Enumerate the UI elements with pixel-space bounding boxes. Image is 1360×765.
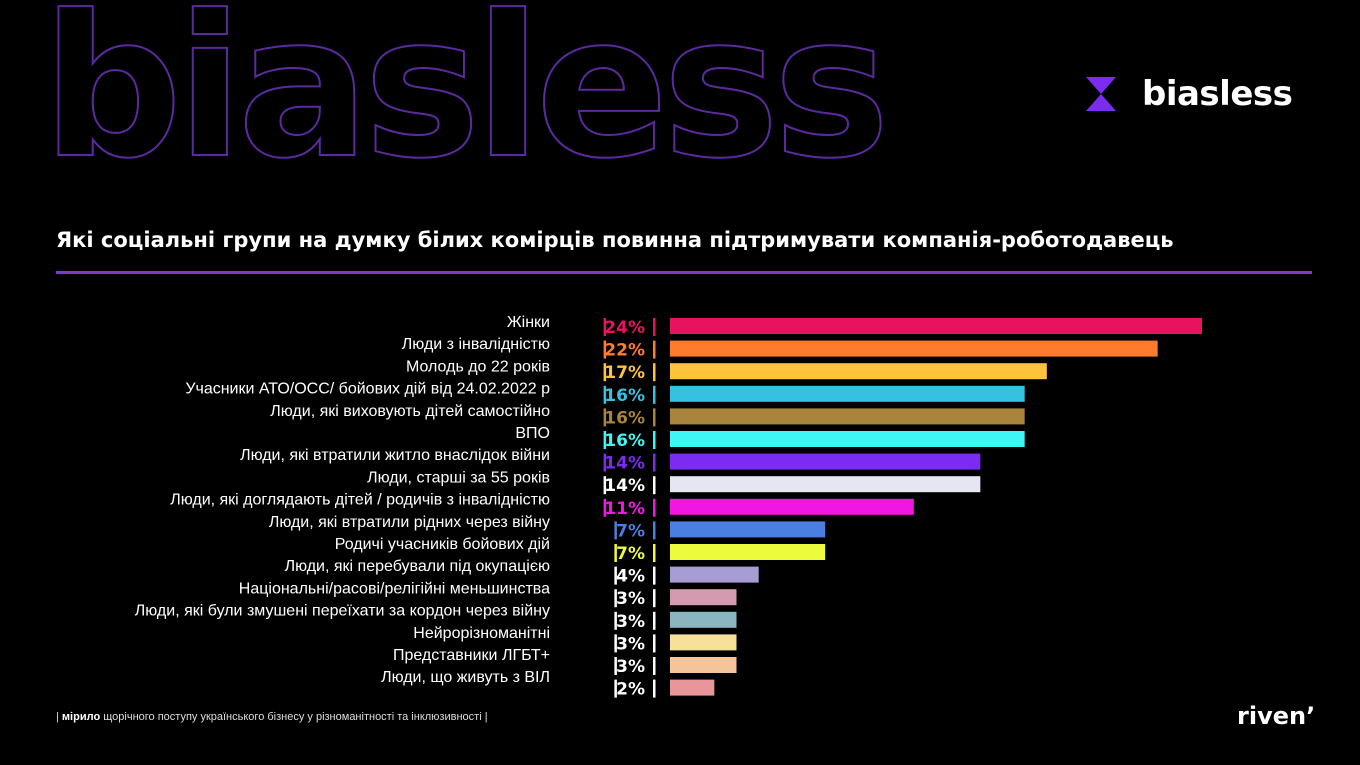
value-label: 16% bbox=[604, 431, 645, 451]
value-label: 7% bbox=[616, 521, 645, 541]
bar bbox=[670, 453, 981, 470]
value-pipe-left bbox=[614, 544, 617, 562]
category-label: Жінки bbox=[507, 314, 550, 331]
bar bbox=[670, 544, 826, 560]
value-label: 7% bbox=[616, 544, 645, 564]
category-label: Люди, які доглядають дітей / родичів з і… bbox=[170, 492, 550, 509]
logo-text: biasless bbox=[1142, 74, 1293, 114]
value-pipe-right bbox=[653, 408, 656, 427]
bar bbox=[670, 566, 759, 583]
value-pipe-left bbox=[603, 498, 607, 517]
value-pipe-right bbox=[653, 521, 656, 540]
value-label: 17% bbox=[604, 363, 645, 383]
value-pipe-right bbox=[653, 611, 656, 630]
category-label: ВПО bbox=[515, 425, 550, 442]
value-pipe-left bbox=[603, 385, 607, 404]
value-pipe-right bbox=[653, 679, 656, 698]
value-pipe-left bbox=[603, 408, 607, 427]
bar bbox=[670, 476, 981, 493]
value-pipe-right bbox=[653, 385, 656, 404]
value-label: 14% bbox=[604, 476, 645, 496]
category-label: Родичі учасників бойових дій bbox=[335, 536, 550, 553]
category-label: Люди, старші за 55 років bbox=[367, 469, 550, 486]
value-label: 22% bbox=[604, 341, 645, 361]
value-pipe-left bbox=[614, 679, 617, 698]
bar bbox=[670, 589, 737, 606]
value-pipe-left bbox=[614, 611, 617, 630]
category-label: Учасники АТО/ОСС/ бойових дій від 24.02.… bbox=[185, 381, 550, 398]
category-label: Люди, які виховують дітей самостійно bbox=[270, 403, 550, 420]
value-label: 11% bbox=[604, 499, 645, 519]
value-pipe-left bbox=[603, 431, 607, 449]
bar bbox=[670, 408, 1025, 425]
value-pipe-right bbox=[653, 476, 656, 495]
bar bbox=[670, 611, 737, 628]
value-pipe-left bbox=[614, 634, 617, 653]
value-pipe-right bbox=[653, 363, 656, 382]
category-label: Люди, які перебували під окупацією bbox=[285, 558, 550, 575]
value-pipe-left bbox=[603, 318, 607, 336]
bar bbox=[670, 634, 737, 651]
footer-note: | мірило щорічного поступу українського … bbox=[56, 711, 488, 723]
value-label: 3% bbox=[616, 657, 645, 677]
category-label: Представники ЛГБТ+ bbox=[393, 647, 550, 664]
value-pipe-right bbox=[653, 544, 656, 562]
category-label: Національні/расові/релігійні меньшинства bbox=[239, 580, 550, 597]
value-label: 3% bbox=[616, 589, 645, 609]
bar bbox=[670, 521, 826, 538]
value-pipe-right bbox=[653, 498, 656, 517]
value-pipe-left bbox=[614, 566, 617, 585]
category-label: Нейрорізноманітні bbox=[413, 625, 550, 642]
category-label: Люди, що живуть з ВІЛ bbox=[381, 669, 550, 686]
value-pipe-left bbox=[614, 589, 617, 608]
bar bbox=[670, 498, 914, 515]
category-label: Люди, які втратили житло внаслідок війни bbox=[240, 447, 550, 464]
value-pipe-left bbox=[603, 453, 607, 472]
footer-text: щорічного поступу українського бізнесу у… bbox=[103, 711, 482, 723]
category-label: Люди, які були змушені переїхати за корд… bbox=[135, 603, 550, 620]
bar bbox=[670, 318, 1202, 334]
bar bbox=[670, 363, 1047, 380]
bar bbox=[670, 385, 1025, 402]
value-pipe-right bbox=[653, 566, 656, 585]
value-pipe-right bbox=[653, 589, 656, 608]
category-label: Люди, які втратили рідних через війну bbox=[269, 514, 550, 531]
value-pipe-right bbox=[653, 657, 656, 675]
value-label: 14% bbox=[604, 454, 645, 474]
value-pipe-left bbox=[614, 657, 617, 675]
value-label: 24% bbox=[604, 318, 645, 338]
bar bbox=[670, 340, 1158, 357]
value-label: 3% bbox=[616, 612, 645, 632]
value-label: 2% bbox=[616, 680, 645, 700]
bar bbox=[670, 657, 737, 673]
value-label: 4% bbox=[616, 567, 645, 587]
hourglass-logo-icon bbox=[1086, 77, 1116, 111]
value-pipe-left bbox=[603, 363, 607, 382]
bar bbox=[670, 679, 715, 696]
bar bbox=[670, 431, 1025, 447]
value-pipe-right bbox=[653, 453, 656, 472]
brand-logo: biasless bbox=[1086, 74, 1293, 114]
value-label: 16% bbox=[604, 386, 645, 406]
footer-bold: мірило bbox=[61, 711, 101, 723]
background-wordmark: biasless bbox=[41, 0, 891, 202]
value-pipe-right bbox=[653, 340, 656, 359]
value-pipe-right bbox=[653, 431, 656, 449]
value-label: 3% bbox=[616, 634, 645, 654]
value-pipe-right bbox=[653, 318, 656, 336]
partner-logo: riven’ bbox=[1237, 702, 1316, 730]
category-label: Люди з інвалідністю bbox=[402, 336, 550, 353]
chart-title: Які соціальні групи на думку білих комір… bbox=[56, 228, 1174, 252]
category-label: Молодь до 22 років bbox=[406, 358, 550, 375]
value-pipe-right bbox=[653, 634, 656, 653]
value-pipe-left bbox=[614, 521, 617, 540]
value-pipe-left bbox=[603, 340, 607, 359]
value-label: 16% bbox=[604, 408, 645, 428]
value-pipe-left bbox=[603, 476, 607, 495]
title-divider bbox=[56, 271, 1312, 274]
